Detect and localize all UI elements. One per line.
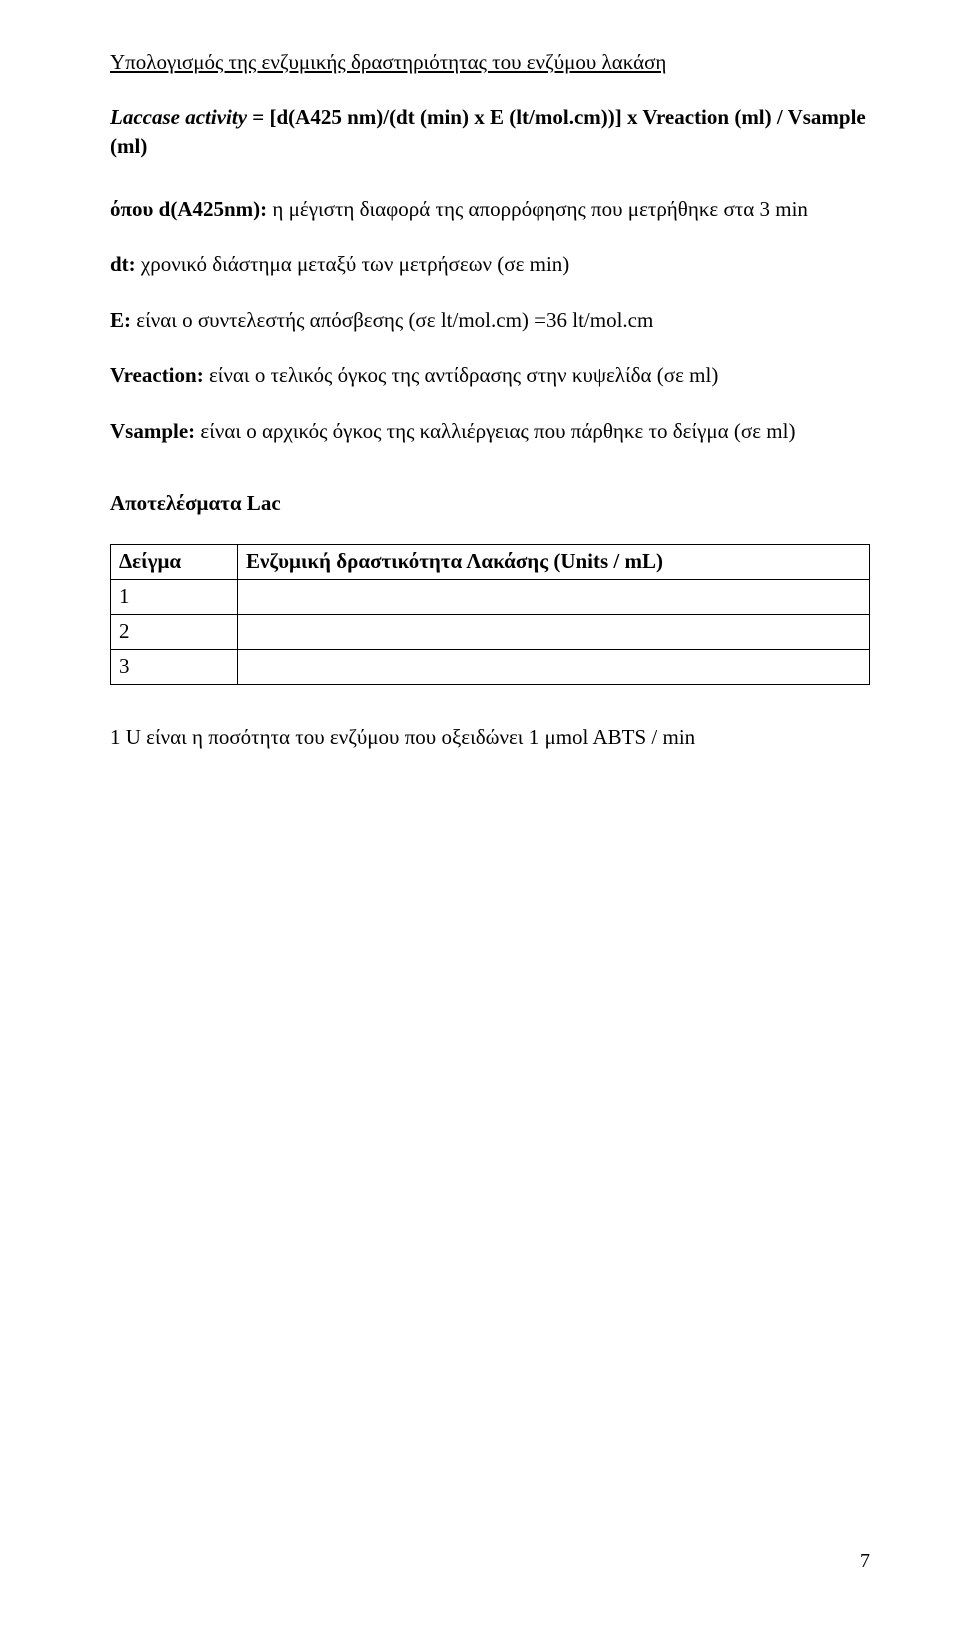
table-header-row: Δείγμα Ενζυμική δραστικότητα Λακάσης (Un…: [111, 545, 870, 580]
table-header-sample: Δείγμα: [111, 545, 238, 580]
table-cell-sample: 2: [111, 615, 238, 650]
results-heading: Αποτελέσματα Lac: [110, 491, 870, 516]
section-title: Υπολογισμός της ενζυμικής δραστηριότητας…: [110, 50, 870, 75]
table-cell-value: [238, 580, 870, 615]
definition-item: όπου d(A425nm): η μέγιστη διαφορά της απ…: [110, 194, 870, 226]
table-cell-value: [238, 615, 870, 650]
table-cell-sample: 1: [111, 580, 238, 615]
formula-prefix: Laccase activity: [110, 105, 247, 129]
definition-label: όπου d(A425nm):: [110, 197, 267, 221]
definition-label: Vsample:: [110, 419, 195, 443]
definition-text: χρονικό διάστημα μεταξύ των μετρήσεων (σ…: [136, 252, 570, 276]
table-header-activity: Ενζυμική δραστικότητα Λακάσης (Units / m…: [238, 545, 870, 580]
table-cell-sample: 3: [111, 650, 238, 685]
table-row: 2: [111, 615, 870, 650]
definition-label: E:: [110, 308, 131, 332]
definition-item: Vreaction: είναι ο τελικός όγκος της αντ…: [110, 360, 870, 392]
page-number: 7: [860, 1550, 870, 1573]
table-row: 3: [111, 650, 870, 685]
definition-item: E: είναι ο συντελεστής απόσβεσης (σε lt/…: [110, 305, 870, 337]
definition-item: Vsample: είναι ο αρχικός όγκος της καλλι…: [110, 416, 870, 448]
definition-text: η μέγιστη διαφορά της απορρόφησης που με…: [267, 197, 808, 221]
definition-label: Vreaction:: [110, 363, 204, 387]
table-row: 1: [111, 580, 870, 615]
definition-label: dt:: [110, 252, 136, 276]
definition-item: dt: χρονικό διάστημα μεταξύ των μετρήσεω…: [110, 249, 870, 281]
results-table: Δείγμα Ενζυμική δραστικότητα Λακάσης (Un…: [110, 544, 870, 685]
definitions-block: όπου d(A425nm): η μέγιστη διαφορά της απ…: [110, 194, 870, 448]
table-cell-value: [238, 650, 870, 685]
definition-text: είναι ο τελικός όγκος της αντίδρασης στη…: [204, 363, 719, 387]
formula-line: Laccase activity = [d(A425 nm)/(dt (min)…: [110, 103, 870, 162]
footnote: 1 U είναι η ποσότητα του ενζύμου που οξε…: [110, 725, 870, 750]
definition-text: είναι ο αρχικός όγκος της καλλιέργειας π…: [195, 419, 795, 443]
page: Υπολογισμός της ενζυμικής δραστηριότητας…: [0, 0, 960, 1633]
definition-text: είναι ο συντελεστής απόσβεσης (σε lt/mol…: [131, 308, 653, 332]
